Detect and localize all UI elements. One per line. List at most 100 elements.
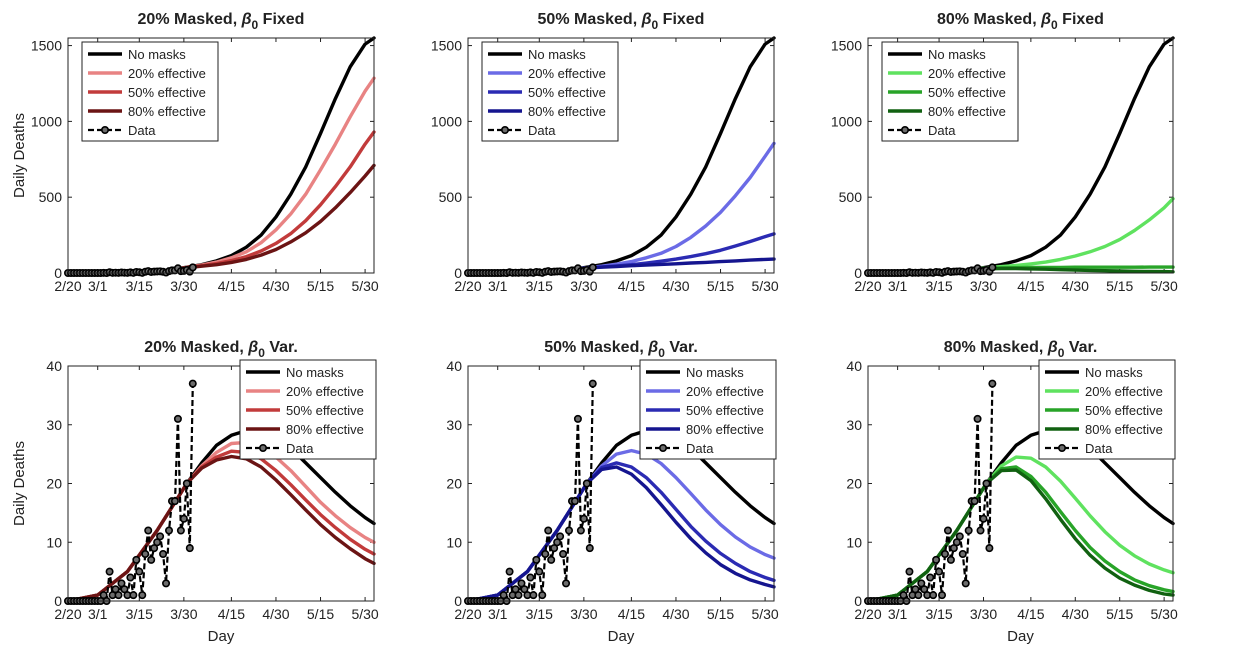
y-tick-label: 0 xyxy=(854,265,862,281)
data-point xyxy=(562,579,571,588)
series-line-4 xyxy=(866,468,1175,603)
legend-label: 80% effective xyxy=(686,422,764,437)
legend-label: 50% effective xyxy=(286,403,364,418)
x-tick-label: 2/20 xyxy=(854,606,881,622)
legend-label: 20% effective xyxy=(928,66,1006,81)
chart-title-text: 20% Masked, xyxy=(138,11,242,28)
chart-title-text-end: Var. xyxy=(1064,339,1097,356)
chart-title-beta: β xyxy=(247,339,258,356)
data-point xyxy=(176,526,185,535)
data-point xyxy=(544,526,553,535)
data-point xyxy=(144,526,153,535)
data-point xyxy=(582,479,591,488)
chart-title-text-end: Fixed xyxy=(658,11,704,28)
legend-marker-data xyxy=(658,443,667,452)
plot-frame xyxy=(467,365,775,602)
x-tick-label: 5/15 xyxy=(707,606,734,622)
x-tick-label: 4/15 xyxy=(1017,606,1044,622)
data-point xyxy=(129,591,138,600)
legend-label: Data xyxy=(286,441,314,456)
chart-panel-3: 2/20 3/1 3/15 3/30 4/15 4/30 5/15 5/30 0 500 1000 1… xyxy=(831,11,1178,294)
x-tick-label: 3/30 xyxy=(570,278,597,294)
data-point xyxy=(988,379,997,388)
legend-label: Data xyxy=(928,123,956,138)
chart-title-beta: β xyxy=(1047,339,1058,356)
x-tick-label: 5/30 xyxy=(751,278,778,294)
legend-marker-data xyxy=(101,126,110,135)
data-point xyxy=(138,591,147,600)
chart-title-text-end: Fixed xyxy=(1058,11,1104,28)
data-point xyxy=(982,479,991,488)
legend-label: Data xyxy=(528,123,556,138)
chart-title-text-end: Fixed xyxy=(258,11,304,28)
x-tick-label: 3/30 xyxy=(970,606,997,622)
x-tick-label: 3/15 xyxy=(126,606,153,622)
chart-panel-4: 2/20 3/1 3/15 3/30 4/15 4/30 5/15 5/30 0 10 20 30 40… xyxy=(11,339,379,645)
legend-label: 50% effective xyxy=(128,85,206,100)
x-tick-label: 2/20 xyxy=(454,606,481,622)
chart-panel-6: 2/20 3/1 3/15 3/30 4/15 4/30 5/15 5/30 0 10 20 30 40… xyxy=(846,339,1178,645)
legend-marker-data xyxy=(1058,443,1067,452)
y-tick-label: 1000 xyxy=(831,113,862,129)
data-point xyxy=(156,532,165,541)
data-point xyxy=(188,379,197,388)
legend-label: 20% effective xyxy=(128,66,206,81)
x-tick-label: 5/30 xyxy=(351,606,378,622)
data-point xyxy=(570,497,579,506)
data-point xyxy=(985,544,994,553)
chart-panel-2: 2/20 3/1 3/15 3/30 4/15 4/30 5/15 5/30 0 500 1000 1… xyxy=(431,11,779,294)
y-tick-label: 0 xyxy=(854,593,862,609)
x-tick-label: 4/30 xyxy=(662,278,689,294)
x-tick-label: 2/20 xyxy=(854,278,881,294)
x-tick-label: 3/1 xyxy=(888,606,908,622)
x-tick-label: 3/15 xyxy=(925,278,952,294)
x-tick-label: 2/20 xyxy=(54,278,81,294)
legend-label: No masks xyxy=(286,365,344,380)
legend: No masks 20% effective 50% effective 80% ef… xyxy=(81,41,219,142)
y-tick-label: 10 xyxy=(446,534,462,550)
legend-marker-data xyxy=(500,126,509,135)
legend-label: 50% effective xyxy=(686,403,764,418)
data-point xyxy=(940,549,949,558)
data-point xyxy=(162,579,171,588)
x-tick-label: 3/1 xyxy=(488,606,508,622)
y-axis-label: Daily Deaths xyxy=(11,113,28,198)
legend-label: 20% effective xyxy=(686,384,764,399)
legend-label: No masks xyxy=(528,47,586,62)
chart-title-subscript: 0 xyxy=(252,18,259,32)
y-tick-label: 20 xyxy=(446,476,462,492)
data-point xyxy=(958,549,967,558)
legend-marker-data xyxy=(258,443,267,452)
x-tick-label: 4/30 xyxy=(262,278,289,294)
legend-label: No masks xyxy=(686,365,744,380)
y-tick-label: 1000 xyxy=(31,113,62,129)
chart-title: 80% Masked, β0 Var. xyxy=(944,339,1098,360)
x-tick-label: 3/30 xyxy=(570,606,597,622)
data-point xyxy=(970,497,979,506)
y-tick-label: 40 xyxy=(446,358,462,374)
x-tick-label: 3/1 xyxy=(88,278,108,294)
y-tick-label: 1500 xyxy=(431,38,462,54)
x-tick-label: 5/15 xyxy=(1106,278,1133,294)
x-tick-label: 3/15 xyxy=(126,278,153,294)
chart-panel-5: 2/20 3/1 3/15 3/30 4/15 4/30 5/15 5/30 0 10 20 30 40… xyxy=(446,339,779,645)
x-tick-label: 4/30 xyxy=(1062,606,1089,622)
y-tick-label: 1500 xyxy=(831,38,862,54)
data-point xyxy=(556,532,565,541)
x-axis-label: Day xyxy=(608,628,635,645)
y-tick-label: 20 xyxy=(46,476,62,492)
x-tick-label: 4/15 xyxy=(1017,278,1044,294)
plot-frame xyxy=(867,365,1174,602)
legend-label: No masks xyxy=(1085,365,1143,380)
data-point xyxy=(114,591,123,600)
x-tick-label: 3/1 xyxy=(488,278,508,294)
legend-label: 80% effective xyxy=(528,104,606,119)
y-tick-label: 1500 xyxy=(31,38,62,54)
data-point xyxy=(914,591,923,600)
data-point xyxy=(105,567,114,576)
chart-title: 50% Masked, β0 Var. xyxy=(544,339,698,360)
data-point xyxy=(932,555,941,564)
data-point xyxy=(943,526,952,535)
x-tick-label: 5/15 xyxy=(307,278,334,294)
legend-label: 50% effective xyxy=(1085,403,1163,418)
